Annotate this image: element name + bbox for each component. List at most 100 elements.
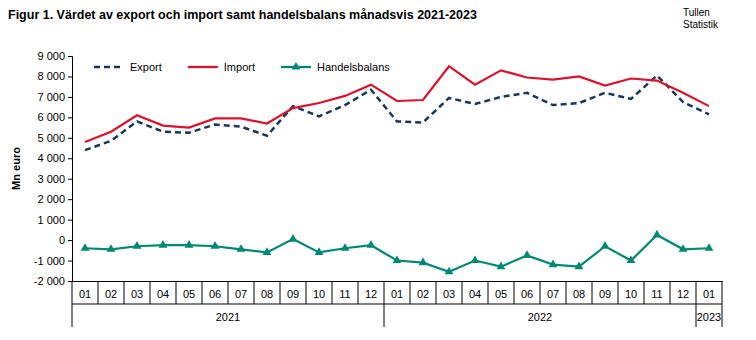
plot-area	[81, 66, 714, 274]
y-tick: 6 000	[37, 111, 72, 123]
x-tick: 02	[417, 281, 429, 300]
x-separator	[306, 281, 307, 304]
x-tick: 01	[79, 281, 91, 300]
y-axis-line	[68, 57, 73, 282]
x-row-line	[72, 304, 722, 305]
y-tick-label: 7 000	[37, 91, 65, 103]
legend-item: Export	[94, 61, 162, 73]
marker	[497, 262, 506, 270]
y-tick-label: 6 000	[37, 111, 65, 123]
x-axis: 0102030405060708091011120102030405060708…	[73, 281, 723, 300]
x-separator	[124, 281, 125, 304]
y-tick-label: -2 000	[34, 275, 65, 287]
x-tick-label: 06	[209, 288, 221, 300]
legend-swatch	[94, 66, 124, 68]
x-tick: 03	[131, 281, 143, 300]
x-tick-label: 04	[157, 288, 169, 300]
marker	[627, 255, 636, 263]
legend-label: Import	[224, 61, 255, 73]
x-separator	[696, 281, 697, 304]
marker	[263, 247, 272, 255]
y-tick-mark	[68, 97, 72, 98]
marker	[211, 241, 220, 249]
x-separator	[644, 281, 645, 304]
x-tick-label: 05	[183, 288, 195, 300]
marker	[289, 234, 298, 242]
x-tick: 01	[391, 281, 403, 300]
y-tick-mark	[68, 138, 72, 139]
x-tick-label: 10	[625, 288, 637, 300]
marker	[107, 244, 116, 252]
y-tick-label: 0	[59, 234, 65, 246]
x-group-separator	[696, 304, 697, 327]
y-tick: 8 000	[37, 70, 72, 82]
legend-item: Handelsbalans	[281, 61, 390, 73]
x-separator	[176, 281, 177, 304]
x-tick-label: 04	[469, 288, 481, 300]
x-tick-label: 01	[703, 288, 715, 300]
source: Tullen	[683, 7, 710, 18]
marker	[523, 250, 532, 258]
x-separator	[540, 281, 541, 304]
y-tick-mark	[68, 76, 72, 77]
x-tick-label: 07	[547, 288, 559, 300]
x-tick: 05	[183, 281, 195, 300]
y-axis-title: Mn euro	[10, 147, 22, 190]
legend-item: Import	[188, 61, 255, 73]
x-tick-label: 06	[521, 288, 533, 300]
x-separator	[358, 281, 359, 304]
x-tick: 05	[495, 281, 507, 300]
x-separator	[462, 281, 463, 304]
x-tick: 10	[313, 281, 325, 300]
marker	[81, 243, 90, 251]
x-tick: 07	[547, 281, 559, 300]
x-separator	[254, 281, 255, 304]
legend-label: Handelsbalans	[317, 61, 390, 73]
marker	[471, 255, 480, 263]
marker	[445, 267, 454, 275]
marker	[185, 240, 194, 248]
x-group-separator	[72, 304, 73, 327]
y-axis: -2 000 -1 000 0 1 000 2 000 3 000 4 000 5 000 6 …	[34, 50, 73, 287]
marker	[393, 255, 402, 263]
x-tick: 09	[287, 281, 299, 300]
x-separator	[384, 281, 385, 304]
source: Statistik	[683, 19, 719, 30]
x-tick: 08	[573, 281, 585, 300]
y-tick: 5 000	[37, 132, 72, 144]
x-tick-label: 02	[105, 288, 117, 300]
y-tick-label: 3 000	[37, 173, 65, 185]
x-separator	[566, 281, 567, 304]
x-tick-label: 03	[131, 288, 143, 300]
x-tick: 04	[469, 281, 481, 300]
x-separator	[202, 281, 203, 304]
x-tick-label: 11	[651, 288, 662, 300]
y-tick: 0	[59, 234, 72, 246]
y-tick-label: -1 000	[34, 255, 65, 267]
marker	[653, 230, 662, 238]
marker	[419, 257, 428, 265]
marker	[341, 243, 350, 251]
x-tick-label: 03	[443, 288, 455, 300]
y-tick: 1 000	[37, 214, 72, 226]
marker	[237, 244, 246, 252]
marker	[159, 240, 168, 248]
marker	[601, 241, 610, 249]
y-tick-mark	[68, 56, 72, 57]
y-tick: 2 000	[37, 193, 72, 205]
y-tick-label: 4 000	[37, 152, 65, 164]
x-separator	[722, 281, 723, 304]
x-tick-label: 08	[573, 288, 585, 300]
x-separator	[670, 281, 671, 304]
legend-swatch	[188, 66, 218, 68]
x-separator	[410, 281, 411, 304]
y-tick-mark	[68, 261, 72, 262]
x-tick: 01	[703, 281, 715, 300]
y-tick-mark	[68, 117, 72, 118]
y-tick-mark	[68, 240, 72, 241]
y-tick-label: 9 000	[37, 50, 65, 62]
x-separator	[488, 281, 489, 304]
series-line	[85, 75, 709, 150]
x-separator	[280, 281, 281, 304]
marker	[679, 244, 688, 252]
